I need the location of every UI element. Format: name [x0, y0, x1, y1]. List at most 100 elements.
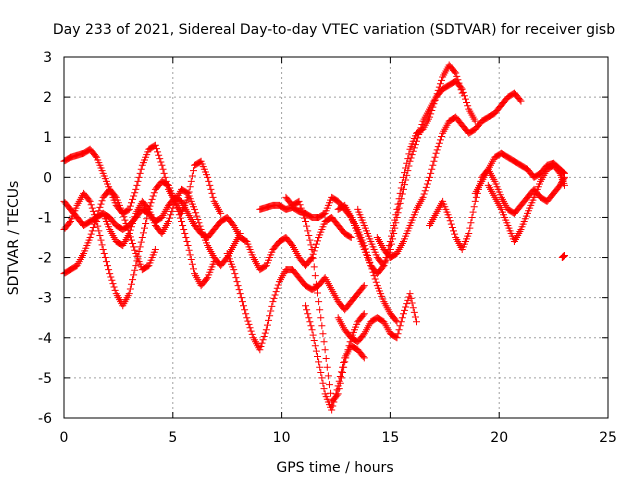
data-point	[92, 217, 100, 225]
data-point	[136, 243, 144, 251]
data-point	[233, 278, 241, 286]
data-point	[309, 331, 317, 339]
data-point	[92, 152, 100, 160]
data-point	[131, 213, 139, 221]
data-point	[132, 185, 140, 193]
data-point	[129, 219, 137, 227]
data-point	[129, 240, 137, 248]
data-point	[105, 266, 113, 274]
data-point	[465, 229, 473, 237]
data-point	[431, 153, 439, 161]
data-point	[167, 211, 175, 219]
data-point	[325, 381, 333, 389]
data-point	[432, 149, 440, 157]
data-point	[306, 236, 314, 244]
data-point	[232, 274, 240, 282]
data-point	[317, 369, 325, 377]
y-tick-label: -3	[38, 291, 52, 307]
series-arc-3	[60, 177, 218, 310]
data-point	[319, 330, 327, 338]
data-point	[458, 85, 466, 93]
series-arc-13	[354, 77, 479, 270]
data-point	[409, 304, 417, 312]
data-point	[189, 265, 197, 273]
data-point	[203, 275, 211, 283]
data-point	[127, 199, 135, 207]
data-point	[467, 219, 475, 227]
data-point	[303, 306, 311, 314]
data-point	[230, 266, 238, 274]
data-point	[316, 363, 324, 371]
data-point	[188, 260, 196, 268]
data-point	[310, 336, 318, 344]
data-point	[151, 246, 159, 254]
data-point	[151, 141, 159, 149]
data-point	[319, 379, 327, 387]
data-point	[438, 76, 446, 84]
data-point	[131, 266, 139, 274]
data-point	[143, 215, 151, 223]
data-point	[322, 355, 330, 363]
x-axis-label: GPS time / hours	[276, 460, 393, 476]
data-point	[125, 229, 133, 237]
data-point	[416, 127, 424, 135]
data-point	[320, 338, 328, 346]
data-point	[430, 157, 438, 165]
data-point	[258, 339, 266, 347]
data-point	[168, 207, 176, 215]
data-point	[174, 207, 182, 215]
data-point	[127, 223, 135, 231]
data-point	[244, 317, 252, 325]
data-point	[164, 217, 172, 225]
data-point	[318, 322, 326, 330]
data-point	[397, 318, 405, 326]
data-point	[305, 314, 313, 322]
series-arc-6	[223, 250, 368, 354]
data-point	[315, 298, 323, 306]
data-point	[129, 195, 137, 203]
data-point	[154, 148, 162, 156]
data-point	[472, 193, 480, 201]
data-point	[395, 204, 403, 212]
data-point	[316, 306, 324, 314]
data-point	[323, 363, 331, 371]
data-point	[247, 327, 255, 335]
data-point	[394, 209, 402, 217]
data-point	[457, 84, 465, 92]
data-point	[402, 176, 410, 184]
series-arc-10	[302, 302, 368, 414]
data-point	[204, 173, 212, 181]
data-point	[408, 151, 416, 159]
data-point	[170, 201, 178, 209]
data-point	[411, 313, 419, 321]
data-point	[371, 275, 379, 283]
data-point	[438, 133, 446, 141]
data-point	[86, 234, 94, 241]
y-axis: -6 -5 -4 -3 -2 -1 0 1 2 3	[38, 50, 608, 427]
data-point	[187, 256, 195, 264]
data-point	[125, 290, 133, 298]
data-point	[407, 294, 415, 302]
chart-title: Day 233 of 2021, Sidereal Day-to-day VTE…	[53, 22, 615, 38]
data-point	[178, 217, 186, 225]
data-point	[152, 145, 160, 153]
data-point	[436, 136, 444, 144]
data-point	[399, 310, 407, 318]
data-point	[240, 302, 248, 310]
x-tick-label: 20	[490, 430, 508, 446]
data-point	[330, 398, 338, 406]
data-point	[308, 254, 316, 262]
data-point	[238, 298, 246, 306]
data-point	[466, 224, 474, 232]
data-point	[206, 181, 214, 189]
data-point	[263, 321, 271, 329]
series-arc-8	[256, 193, 401, 326]
data-point	[237, 294, 245, 302]
data-point	[422, 183, 430, 191]
data-point	[297, 204, 305, 212]
data-point	[186, 183, 194, 191]
data-point	[321, 346, 329, 354]
data-point	[271, 291, 279, 299]
data-point	[303, 222, 311, 230]
